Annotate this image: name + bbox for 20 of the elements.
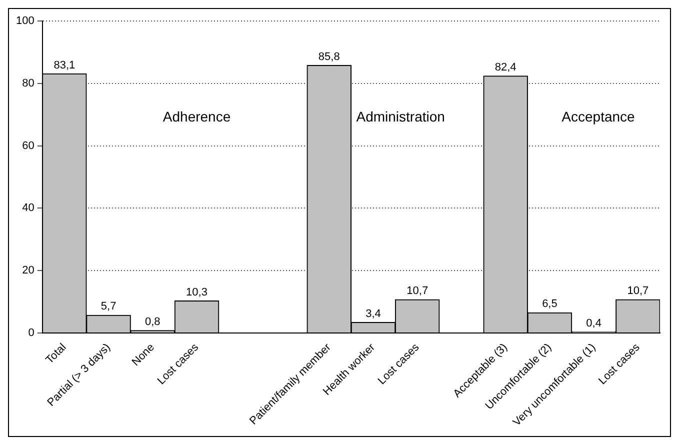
data-label: 0,8 [145,316,160,328]
y-tick-label: 60 [22,140,34,152]
data-label: 6,5 [542,298,558,310]
data-label: 3,4 [366,308,381,320]
data-label: 82,4 [494,61,516,74]
data-label: 5,7 [100,300,116,313]
y-tick-label: 80 [22,77,34,90]
annotation: Acceptance [562,108,636,125]
data-label: 10,7 [627,285,649,298]
y-tick-label: 100 [16,15,34,28]
data-label: 83,1 [54,59,76,72]
y-tick-label: 20 [22,264,34,277]
y-tick-label: 40 [22,202,34,214]
y-tick-label: 0 [28,327,34,340]
data-label: 85,8 [318,50,340,63]
annotation: Adherence [162,108,231,125]
data-label: 0,4 [586,317,602,330]
annotation: Administration [356,108,445,125]
data-label: 10,7 [406,285,428,298]
data-label: 10,3 [186,286,208,298]
